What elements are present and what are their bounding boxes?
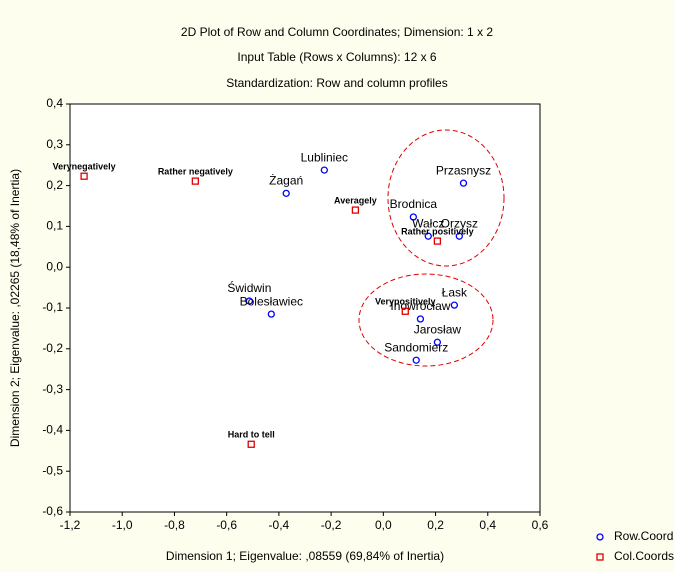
column-point-label: Verypositively (375, 297, 436, 307)
x-axis-label: Dimension 1; Eigenvalue: ,08559 (69,84% … (166, 549, 444, 563)
legend-label: Row.Coords (614, 529, 674, 543)
row-point-label: Lubliniec (301, 150, 348, 164)
chart-subtitle: Input Table (Rows x Columns): 12 x 6 (237, 50, 437, 64)
point (450, 301, 459, 309)
row-point-label: Przasnysz (436, 163, 491, 177)
row-point-label: Inowrocław (390, 299, 450, 313)
y-tick-label: 0,4 (46, 96, 63, 110)
point (320, 166, 328, 174)
point (409, 213, 418, 221)
y-tick-label: -0,1 (42, 300, 63, 314)
cluster-ellipse (358, 273, 494, 367)
y-tick-label: -0,2 (42, 341, 63, 355)
point (433, 237, 442, 245)
row-point-label: Wałcz (412, 216, 444, 230)
point (80, 172, 88, 180)
row-point-label: Orzysz (441, 216, 478, 230)
point (416, 315, 425, 323)
point (455, 232, 463, 240)
y-tick-label: -0,6 (42, 504, 63, 518)
column-point-label: Hard to tell (228, 430, 275, 440)
point (351, 206, 360, 214)
chart-subtitle: Standardization: Row and column profiles (226, 76, 447, 90)
point (433, 338, 442, 346)
row-point-label: Bolesławiec (240, 294, 303, 308)
plot-area (69, 103, 541, 513)
y-tick-label: -0,4 (42, 423, 63, 437)
column-point-label: Rather negatively (158, 166, 233, 176)
point (401, 307, 409, 315)
x-tick-label: 0,6 (532, 518, 549, 532)
row-point-label: Sandomierz (384, 340, 448, 354)
legend-label: Col.Coords (614, 549, 674, 563)
x-tick-label: -1,0 (112, 518, 133, 532)
row-point-label: Łask (442, 285, 468, 299)
point (459, 179, 468, 187)
point (245, 297, 254, 305)
x-tick-label: -0,2 (321, 518, 342, 532)
x-tick-label: -0,4 (269, 518, 290, 532)
x-tick-label: 0,4 (479, 518, 496, 532)
point (247, 440, 255, 448)
column-point-label: Averagely (334, 195, 377, 205)
column-point-label: Verynegatively (53, 162, 116, 172)
row-point-label: Świdwin (227, 280, 271, 295)
point (424, 232, 432, 240)
y-tick-label: 0,0 (46, 259, 63, 273)
chart-title: 2D Plot of Row and Column Coordinates; D… (181, 25, 493, 39)
x-tick-label: -1,2 (60, 518, 81, 532)
cluster-ellipse (387, 129, 505, 267)
y-tick-label: 0,3 (46, 137, 63, 151)
x-tick-label: -0,8 (164, 518, 185, 532)
legend-marker (596, 553, 604, 561)
column-point-label: Rather positively (401, 226, 474, 236)
y-tick-label: -0,5 (42, 463, 63, 477)
x-tick-label: -0,6 (216, 518, 237, 532)
point (412, 356, 420, 364)
y-tick-label: -0,3 (42, 382, 63, 396)
y-tick-label: 0,1 (46, 219, 63, 233)
row-point-label: Żagań (269, 174, 303, 188)
x-tick-label: 0,0 (375, 518, 392, 532)
x-tick-label: 0,2 (427, 518, 444, 532)
legend-marker (596, 533, 604, 541)
row-point-label: Jarosław (414, 322, 462, 336)
point (282, 189, 290, 198)
y-axis-label: Dimension 2; Eigenvalue: ,02265 (18,48% … (8, 169, 22, 447)
y-tick-label: 0,2 (46, 178, 63, 192)
row-point-label: Brodnica (390, 197, 438, 211)
point (267, 310, 275, 318)
point (191, 177, 199, 185)
